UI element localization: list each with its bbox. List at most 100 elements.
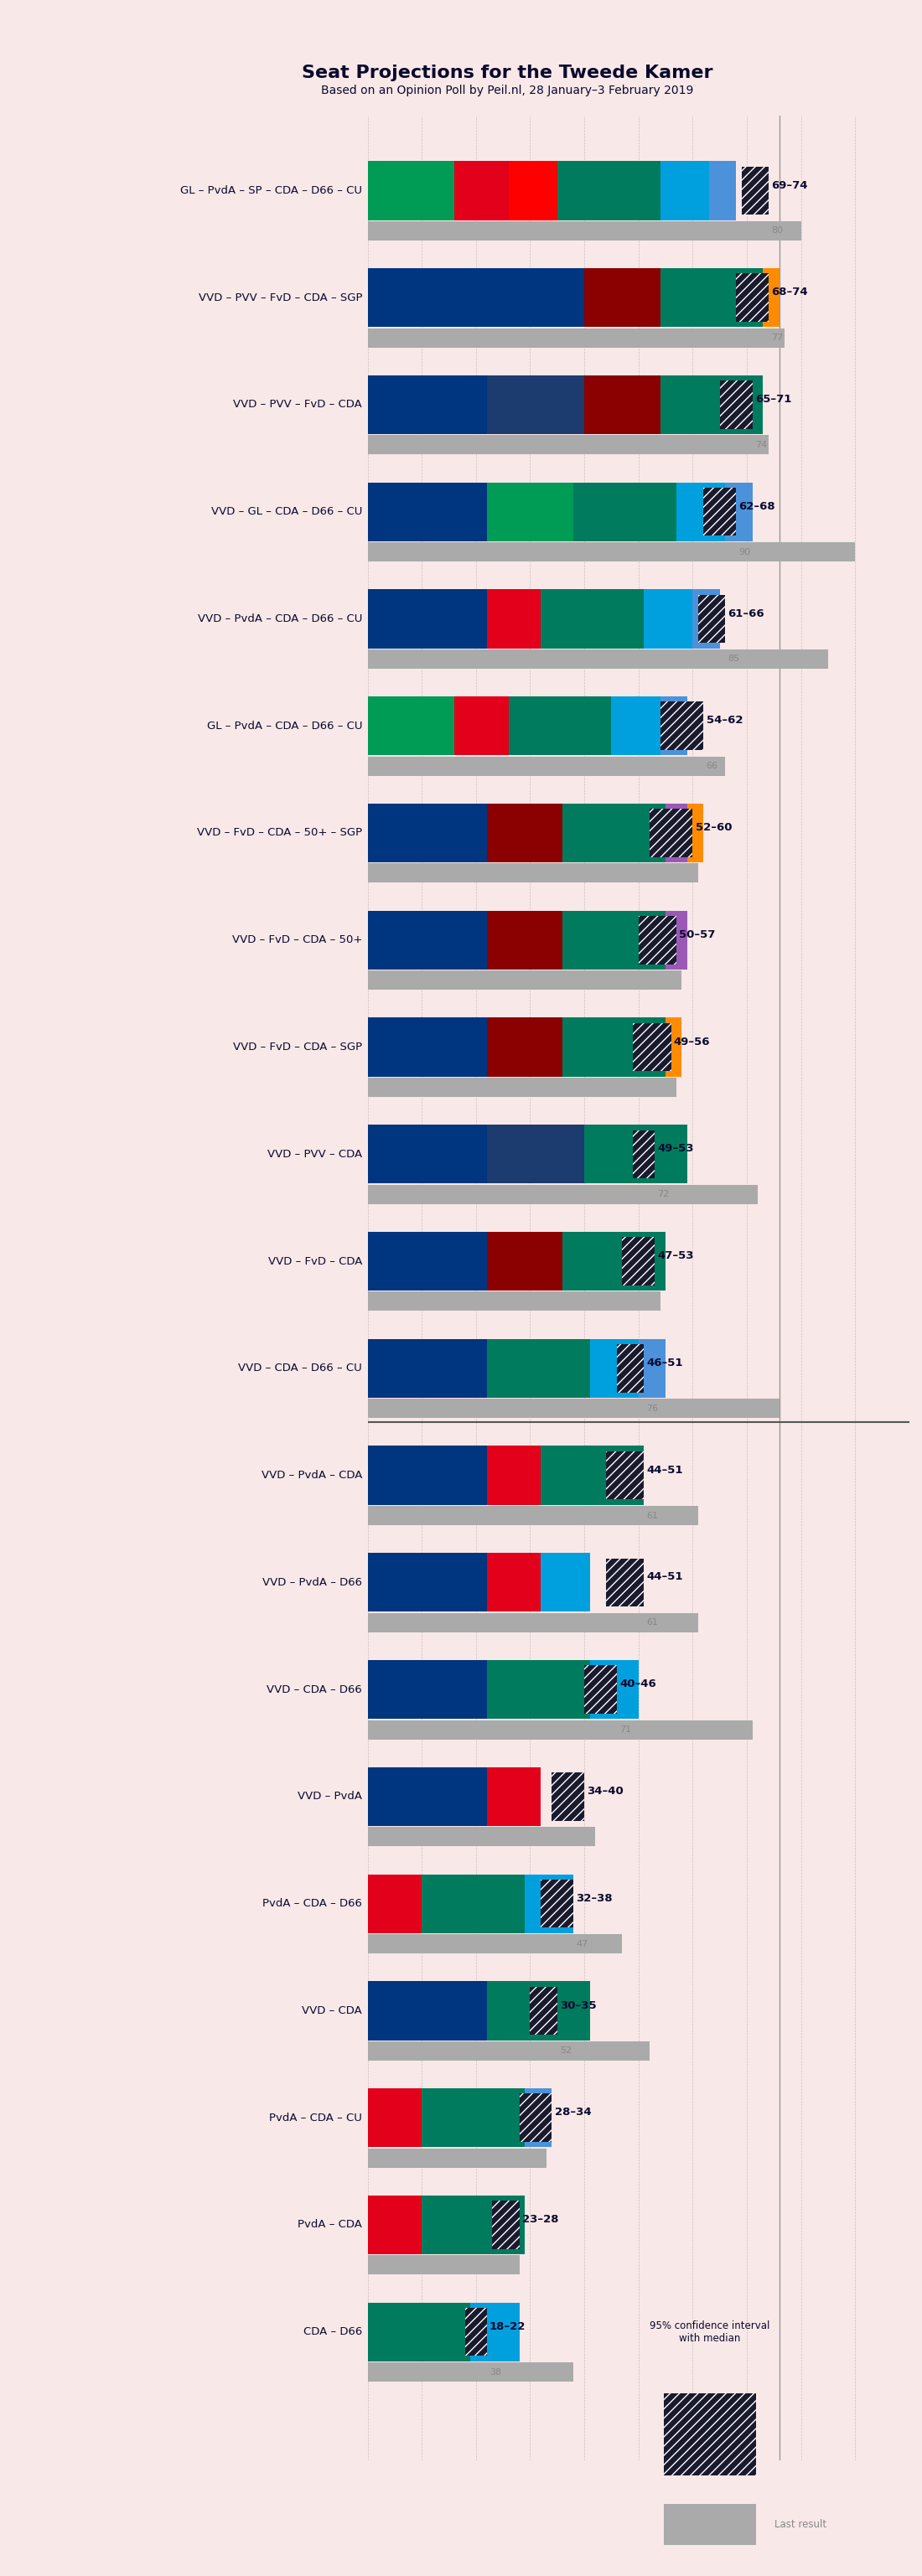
Bar xyxy=(368,435,769,453)
Bar xyxy=(585,1126,687,1182)
Bar xyxy=(606,1450,644,1499)
Bar xyxy=(562,1018,666,1077)
Text: 90: 90 xyxy=(739,549,751,556)
Text: 61–66: 61–66 xyxy=(727,608,764,618)
Bar xyxy=(487,1340,590,1399)
Bar xyxy=(585,376,660,435)
Text: 54–62: 54–62 xyxy=(706,716,743,726)
Bar xyxy=(585,1667,617,1713)
Text: 30–35: 30–35 xyxy=(560,1999,597,2012)
Text: 74: 74 xyxy=(755,440,767,448)
Bar xyxy=(687,804,703,863)
Bar xyxy=(368,971,682,989)
Bar xyxy=(487,590,541,649)
Bar xyxy=(368,1231,487,1291)
Text: 61: 61 xyxy=(646,1618,658,1628)
Bar xyxy=(421,1875,525,1932)
Bar xyxy=(677,482,726,541)
Bar xyxy=(525,2089,551,2148)
Bar xyxy=(573,482,677,541)
Bar xyxy=(368,2148,547,2166)
Bar xyxy=(720,381,752,428)
Text: 49–53: 49–53 xyxy=(657,1144,694,1154)
Bar xyxy=(698,595,726,644)
Bar xyxy=(368,1826,595,1847)
Text: GL – PvdA – CDA – D66 – CU: GL – PvdA – CDA – D66 – CU xyxy=(207,721,362,732)
Bar xyxy=(525,1875,573,1932)
Bar xyxy=(664,2504,756,2545)
Text: 40–46: 40–46 xyxy=(620,1680,656,1690)
Text: VVD – CDA: VVD – CDA xyxy=(302,2004,362,2017)
Bar xyxy=(703,487,736,536)
Bar xyxy=(698,595,726,644)
Text: 66: 66 xyxy=(706,762,718,770)
Bar xyxy=(709,162,736,219)
Bar xyxy=(421,2195,525,2254)
Bar xyxy=(736,273,769,322)
Bar xyxy=(368,327,785,348)
Bar xyxy=(368,162,455,219)
Bar xyxy=(368,696,455,755)
Bar xyxy=(741,167,769,214)
Text: VVD – FvD – CDA: VVD – FvD – CDA xyxy=(268,1255,362,1267)
Text: 49–56: 49–56 xyxy=(674,1036,710,1048)
Bar xyxy=(692,590,720,649)
Bar xyxy=(492,2200,519,2249)
Text: 50–57: 50–57 xyxy=(680,930,715,940)
Text: 46–51: 46–51 xyxy=(646,1358,683,1368)
Bar xyxy=(633,1023,671,1072)
Text: 95% confidence interval
with median: 95% confidence interval with median xyxy=(650,2321,770,2344)
Bar xyxy=(666,909,687,969)
Text: Seat Projections for the Tweede Kamer: Seat Projections for the Tweede Kamer xyxy=(301,64,713,82)
Bar xyxy=(660,701,703,750)
Bar xyxy=(639,1340,666,1399)
Bar xyxy=(703,487,736,536)
Bar xyxy=(664,2393,756,2476)
Bar xyxy=(487,909,562,969)
Bar xyxy=(660,162,709,219)
Bar xyxy=(487,1445,541,1504)
Bar xyxy=(368,1981,487,2040)
Text: PvdA – CDA – D66: PvdA – CDA – D66 xyxy=(263,1899,362,1909)
Text: Last result: Last result xyxy=(774,2519,826,2530)
Bar xyxy=(368,1126,487,1182)
Text: 34–40: 34–40 xyxy=(587,1785,623,1795)
Text: 23–28: 23–28 xyxy=(522,2213,559,2226)
Bar xyxy=(368,2362,573,2383)
Bar xyxy=(590,1659,639,1718)
Bar xyxy=(736,273,769,322)
Bar xyxy=(660,268,763,327)
Bar xyxy=(590,1340,639,1399)
Bar xyxy=(530,1986,557,2035)
Bar xyxy=(644,590,692,649)
Bar xyxy=(455,696,508,755)
Text: VVD – PvdA – D66: VVD – PvdA – D66 xyxy=(263,1577,362,1587)
Bar xyxy=(617,1345,644,1394)
Bar xyxy=(660,376,763,435)
Bar xyxy=(368,2195,421,2254)
Bar xyxy=(368,2257,519,2275)
Bar xyxy=(368,2303,470,2362)
Bar xyxy=(562,909,666,969)
Text: 69–74: 69–74 xyxy=(771,180,808,191)
Bar xyxy=(368,1875,421,1932)
Text: 71: 71 xyxy=(620,1726,632,1734)
Bar xyxy=(557,162,660,219)
Bar xyxy=(649,809,692,858)
Text: 85: 85 xyxy=(727,654,739,662)
Bar xyxy=(368,1721,752,1739)
Bar xyxy=(664,2393,756,2476)
Bar xyxy=(465,2308,487,2357)
Text: VVD – PvdA: VVD – PvdA xyxy=(298,1790,362,1803)
Bar xyxy=(487,804,562,863)
Bar xyxy=(585,268,660,327)
Text: VVD – PVV – FvD – CDA: VVD – PVV – FvD – CDA xyxy=(233,399,362,410)
Bar xyxy=(649,809,692,858)
Bar xyxy=(368,1553,487,1613)
Text: VVD – PVV – CDA: VVD – PVV – CDA xyxy=(267,1149,362,1159)
Bar xyxy=(622,1236,655,1285)
Bar xyxy=(492,2200,519,2249)
Text: 28–34: 28–34 xyxy=(554,2107,591,2117)
Bar xyxy=(455,162,508,219)
Bar xyxy=(421,2089,525,2148)
